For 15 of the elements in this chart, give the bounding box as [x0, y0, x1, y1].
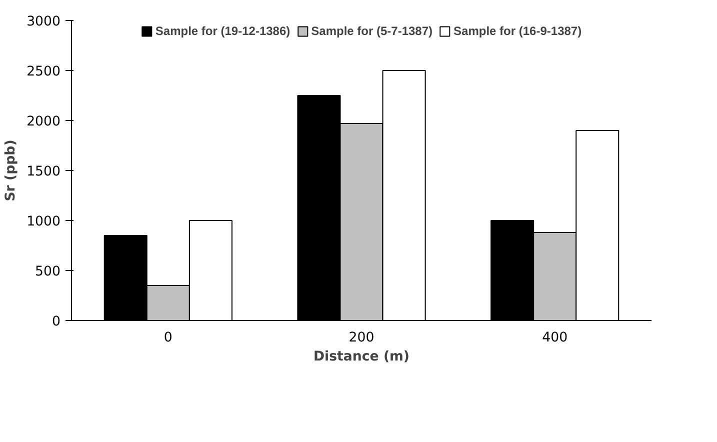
x-axis-title: Distance (m): [313, 350, 410, 364]
legend-label: Sample for (19-12-1386): [155, 24, 290, 38]
y-tick-label: 2000: [26, 114, 61, 130]
x-tick-label: 400: [542, 330, 568, 346]
y-tick-label: 3000: [26, 14, 61, 30]
y-tick-label: 1000: [26, 214, 61, 230]
y-tick-label: 2500: [26, 64, 61, 80]
legend-label: Sample for (16-9-1387): [454, 24, 582, 38]
y-axis-title: Sr (ppb): [4, 140, 19, 202]
y-tick-label: 0: [52, 314, 61, 330]
x-tick-label: 200: [348, 330, 374, 346]
legend-label: Sample for (5-7-1387): [311, 24, 433, 38]
x-tick-label: 0: [164, 330, 172, 346]
y-tick-label: 1500: [26, 164, 61, 180]
y-tick-label: 500: [35, 264, 61, 280]
